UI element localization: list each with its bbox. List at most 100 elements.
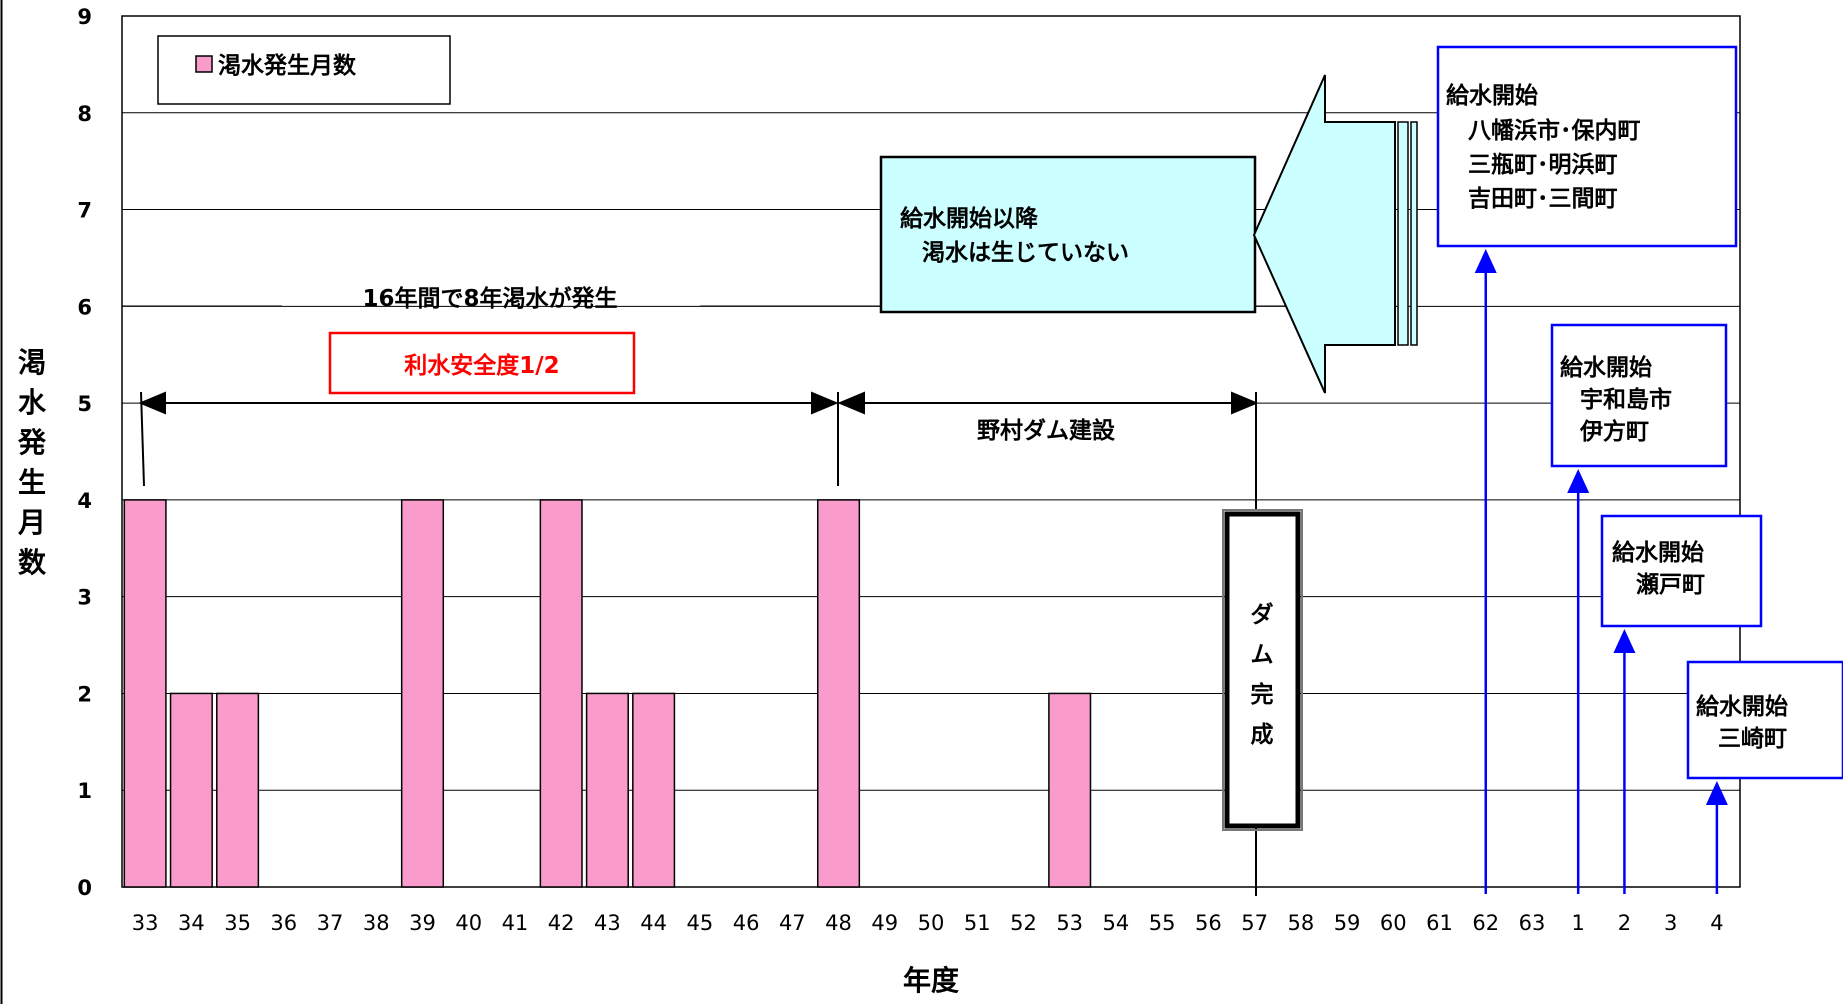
x-tick-label: 56 [1195, 911, 1222, 935]
x-tick-label: 34 [178, 911, 205, 935]
x-tick-label: 51 [964, 911, 991, 935]
y-tick-label: 1 [77, 779, 92, 803]
bar [169, 692, 213, 888]
svg-text:給水開始: 給水開始 [1446, 82, 1538, 109]
x-tick-label: 4 [1710, 911, 1723, 935]
no-drought-line-2: 渇水は生じていない [922, 240, 1129, 266]
x-tick-label: 58 [1287, 911, 1314, 935]
x-tick-label: 55 [1149, 911, 1176, 935]
x-tick-label: 3 [1664, 911, 1677, 935]
svg-text:八幡浜市･保内町: 八幡浜市･保内町 [1468, 117, 1641, 144]
y-axis-title-char: 水 [18, 386, 47, 419]
y-tick-label: 4 [77, 489, 92, 513]
bar [539, 499, 583, 888]
x-tick-labels: 33 34 35 36 37 38 39 40 41 42 43 44 45 46 47 48 49 50 51 52… [132, 911, 1724, 935]
x-tick-label: 37 [317, 911, 344, 935]
bars [123, 499, 1092, 888]
construction-arrow [837, 391, 1259, 896]
supply-box-62: 給水開始 八幡浜市･保内町 三瓶町･明浜町 吉田町･三間町 [1436, 45, 1738, 248]
x-tick-label: 61 [1426, 911, 1453, 935]
supply-arrows [1474, 249, 1728, 894]
y-tick-label: 5 [77, 392, 92, 416]
x-tick-label: 44 [640, 911, 667, 935]
y-axis-title-char: 月 [17, 506, 46, 539]
safety-label: 利水安全度1/2 [404, 352, 559, 379]
svg-text:宇和島市: 宇和島市 [1580, 386, 1672, 413]
dam-complete-char: ダ [1251, 601, 1274, 628]
bar [1048, 692, 1092, 888]
x-tick-label: 43 [594, 911, 621, 935]
x-tick-label: 41 [502, 911, 529, 935]
legend-swatch [195, 55, 213, 73]
x-tick-label: 48 [825, 911, 852, 935]
supply-arrow-head [1613, 629, 1636, 653]
dam-complete-char: ム [1251, 642, 1274, 668]
bar [816, 499, 861, 888]
bar [216, 692, 260, 888]
period-label: 16年間で8年渇水が発生 [362, 285, 617, 312]
supply-arrow-head [1705, 781, 1728, 805]
legend-label: 渇水発生月数 [218, 53, 357, 79]
x-tick-label: 53 [1056, 911, 1083, 935]
x-tick-label: 59 [1334, 911, 1361, 935]
y-tick-labels: 0 1 2 3 4 5 6 7 8 9 [77, 5, 92, 900]
x-axis-title: 年度 [903, 964, 959, 997]
x-tick-label: 62 [1472, 911, 1499, 935]
period-arrow [138, 391, 839, 487]
supply-box-1: 給水開始 宇和島市 伊方町 [1550, 323, 1728, 468]
no-drought-box [879, 155, 1257, 314]
x-tick-label: 40 [455, 911, 482, 935]
y-tick-label: 7 [77, 199, 92, 223]
x-tick-label: 60 [1380, 911, 1407, 935]
x-tick-label: 38 [363, 911, 390, 935]
svg-text:吉田町･三間町: 吉田町･三間町 [1468, 185, 1618, 212]
x-tick-label: 47 [779, 911, 806, 935]
dam-complete-char: 完 [1251, 681, 1274, 708]
supply-arrow-head [1567, 469, 1590, 493]
y-tick-label: 2 [77, 682, 92, 706]
dam-complete-box [1224, 511, 1301, 829]
x-tick-label: 2 [1618, 911, 1631, 935]
y-axis-title-char: 数 [18, 546, 47, 579]
y-axis-title-chars: 渇水発生月数 [17, 346, 47, 579]
x-tick-label: 35 [224, 911, 251, 935]
y-tick-label: 9 [77, 5, 92, 29]
y-tick-label: 8 [77, 102, 92, 126]
x-tick-label: 39 [409, 911, 436, 935]
supply-arrow-head [1474, 249, 1497, 273]
x-tick-label: 33 [132, 911, 159, 935]
svg-text:給水開始: 給水開始 [1612, 539, 1704, 566]
supply-box-2: 給水開始 瀬戸町 [1600, 514, 1763, 628]
bar [123, 499, 167, 888]
y-tick-label: 0 [77, 876, 92, 900]
x-tick-label: 42 [548, 911, 575, 935]
x-tick-label: 57 [1241, 911, 1268, 935]
bar [400, 499, 445, 888]
svg-text:三瓶町･明浜町: 三瓶町･明浜町 [1468, 152, 1618, 178]
svg-text:伊方町: 伊方町 [1579, 418, 1649, 445]
x-tick-label: 36 [270, 911, 297, 935]
x-tick-label: 50 [918, 911, 945, 935]
x-tick-label: 46 [733, 911, 760, 935]
x-tick-label: 1 [1572, 911, 1585, 935]
bar [632, 692, 676, 888]
legend: 渇水発生月数 [157, 35, 451, 105]
big-arrow [1252, 74, 1396, 394]
svg-text:三崎町: 三崎町 [1718, 726, 1787, 752]
dam-complete-char: 成 [1251, 722, 1274, 748]
y-axis-title-char: 生 [18, 466, 46, 499]
no-drought-line-1: 給水開始以降 [900, 205, 1039, 232]
safety-box [328, 331, 636, 395]
construction-label: 野村ダム建設 [977, 417, 1116, 444]
svg-text:給水開始: 給水開始 [1696, 693, 1788, 720]
y-axis-title-char: 発 [17, 426, 47, 459]
x-tick-label: 49 [871, 911, 898, 935]
y-axis-title-char: 渇 [18, 346, 46, 379]
x-tick-label: 63 [1519, 911, 1546, 935]
x-tick-label: 45 [686, 911, 713, 935]
y-tick-label: 3 [77, 586, 92, 610]
x-tick-label: 54 [1103, 911, 1130, 935]
y-tick-label: 6 [77, 295, 92, 319]
svg-text:給水開始: 給水開始 [1560, 354, 1652, 381]
